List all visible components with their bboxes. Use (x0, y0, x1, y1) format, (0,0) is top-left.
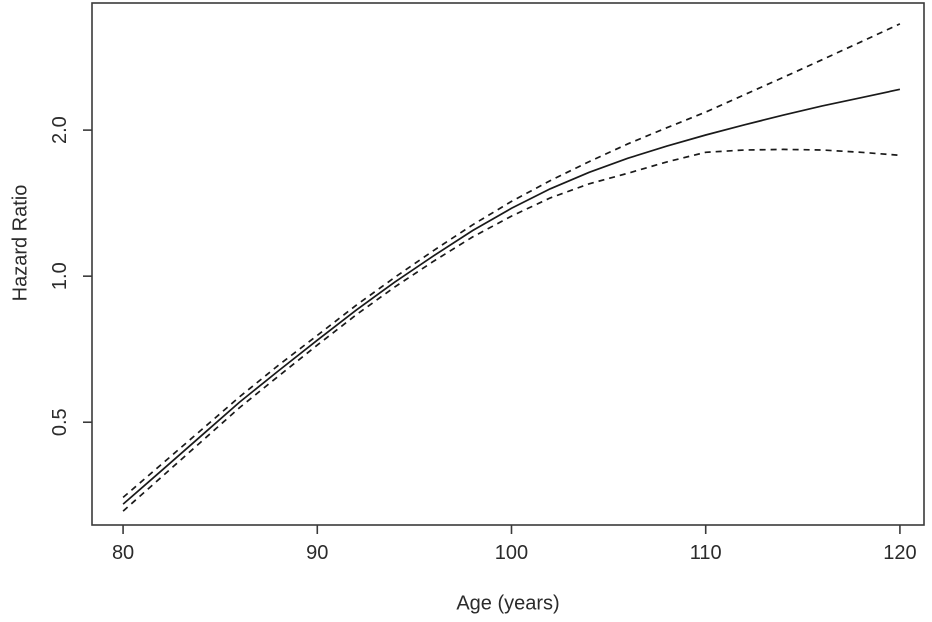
x-tick-label: 110 (690, 542, 722, 564)
plot-border (91, 2, 925, 526)
y-axis-title: Hazard Ratio (9, 184, 32, 302)
x-axis-title: Age (years) (456, 592, 560, 615)
x-tick-label: 120 (883, 542, 916, 564)
hazard-ratio-estimate-line (122, 88, 901, 505)
y-tick-label: 0.5 (49, 408, 71, 436)
x-tick-label: 100 (495, 542, 528, 564)
y-tick-label: 2.0 (49, 116, 71, 144)
upper-confidence-limit-line (122, 23, 901, 499)
x-tick-label: 80 (112, 542, 134, 564)
lower-confidence-limit-line (122, 148, 900, 512)
x-tick-label: 90 (306, 542, 328, 564)
y-tick-label: 1.0 (49, 262, 71, 290)
